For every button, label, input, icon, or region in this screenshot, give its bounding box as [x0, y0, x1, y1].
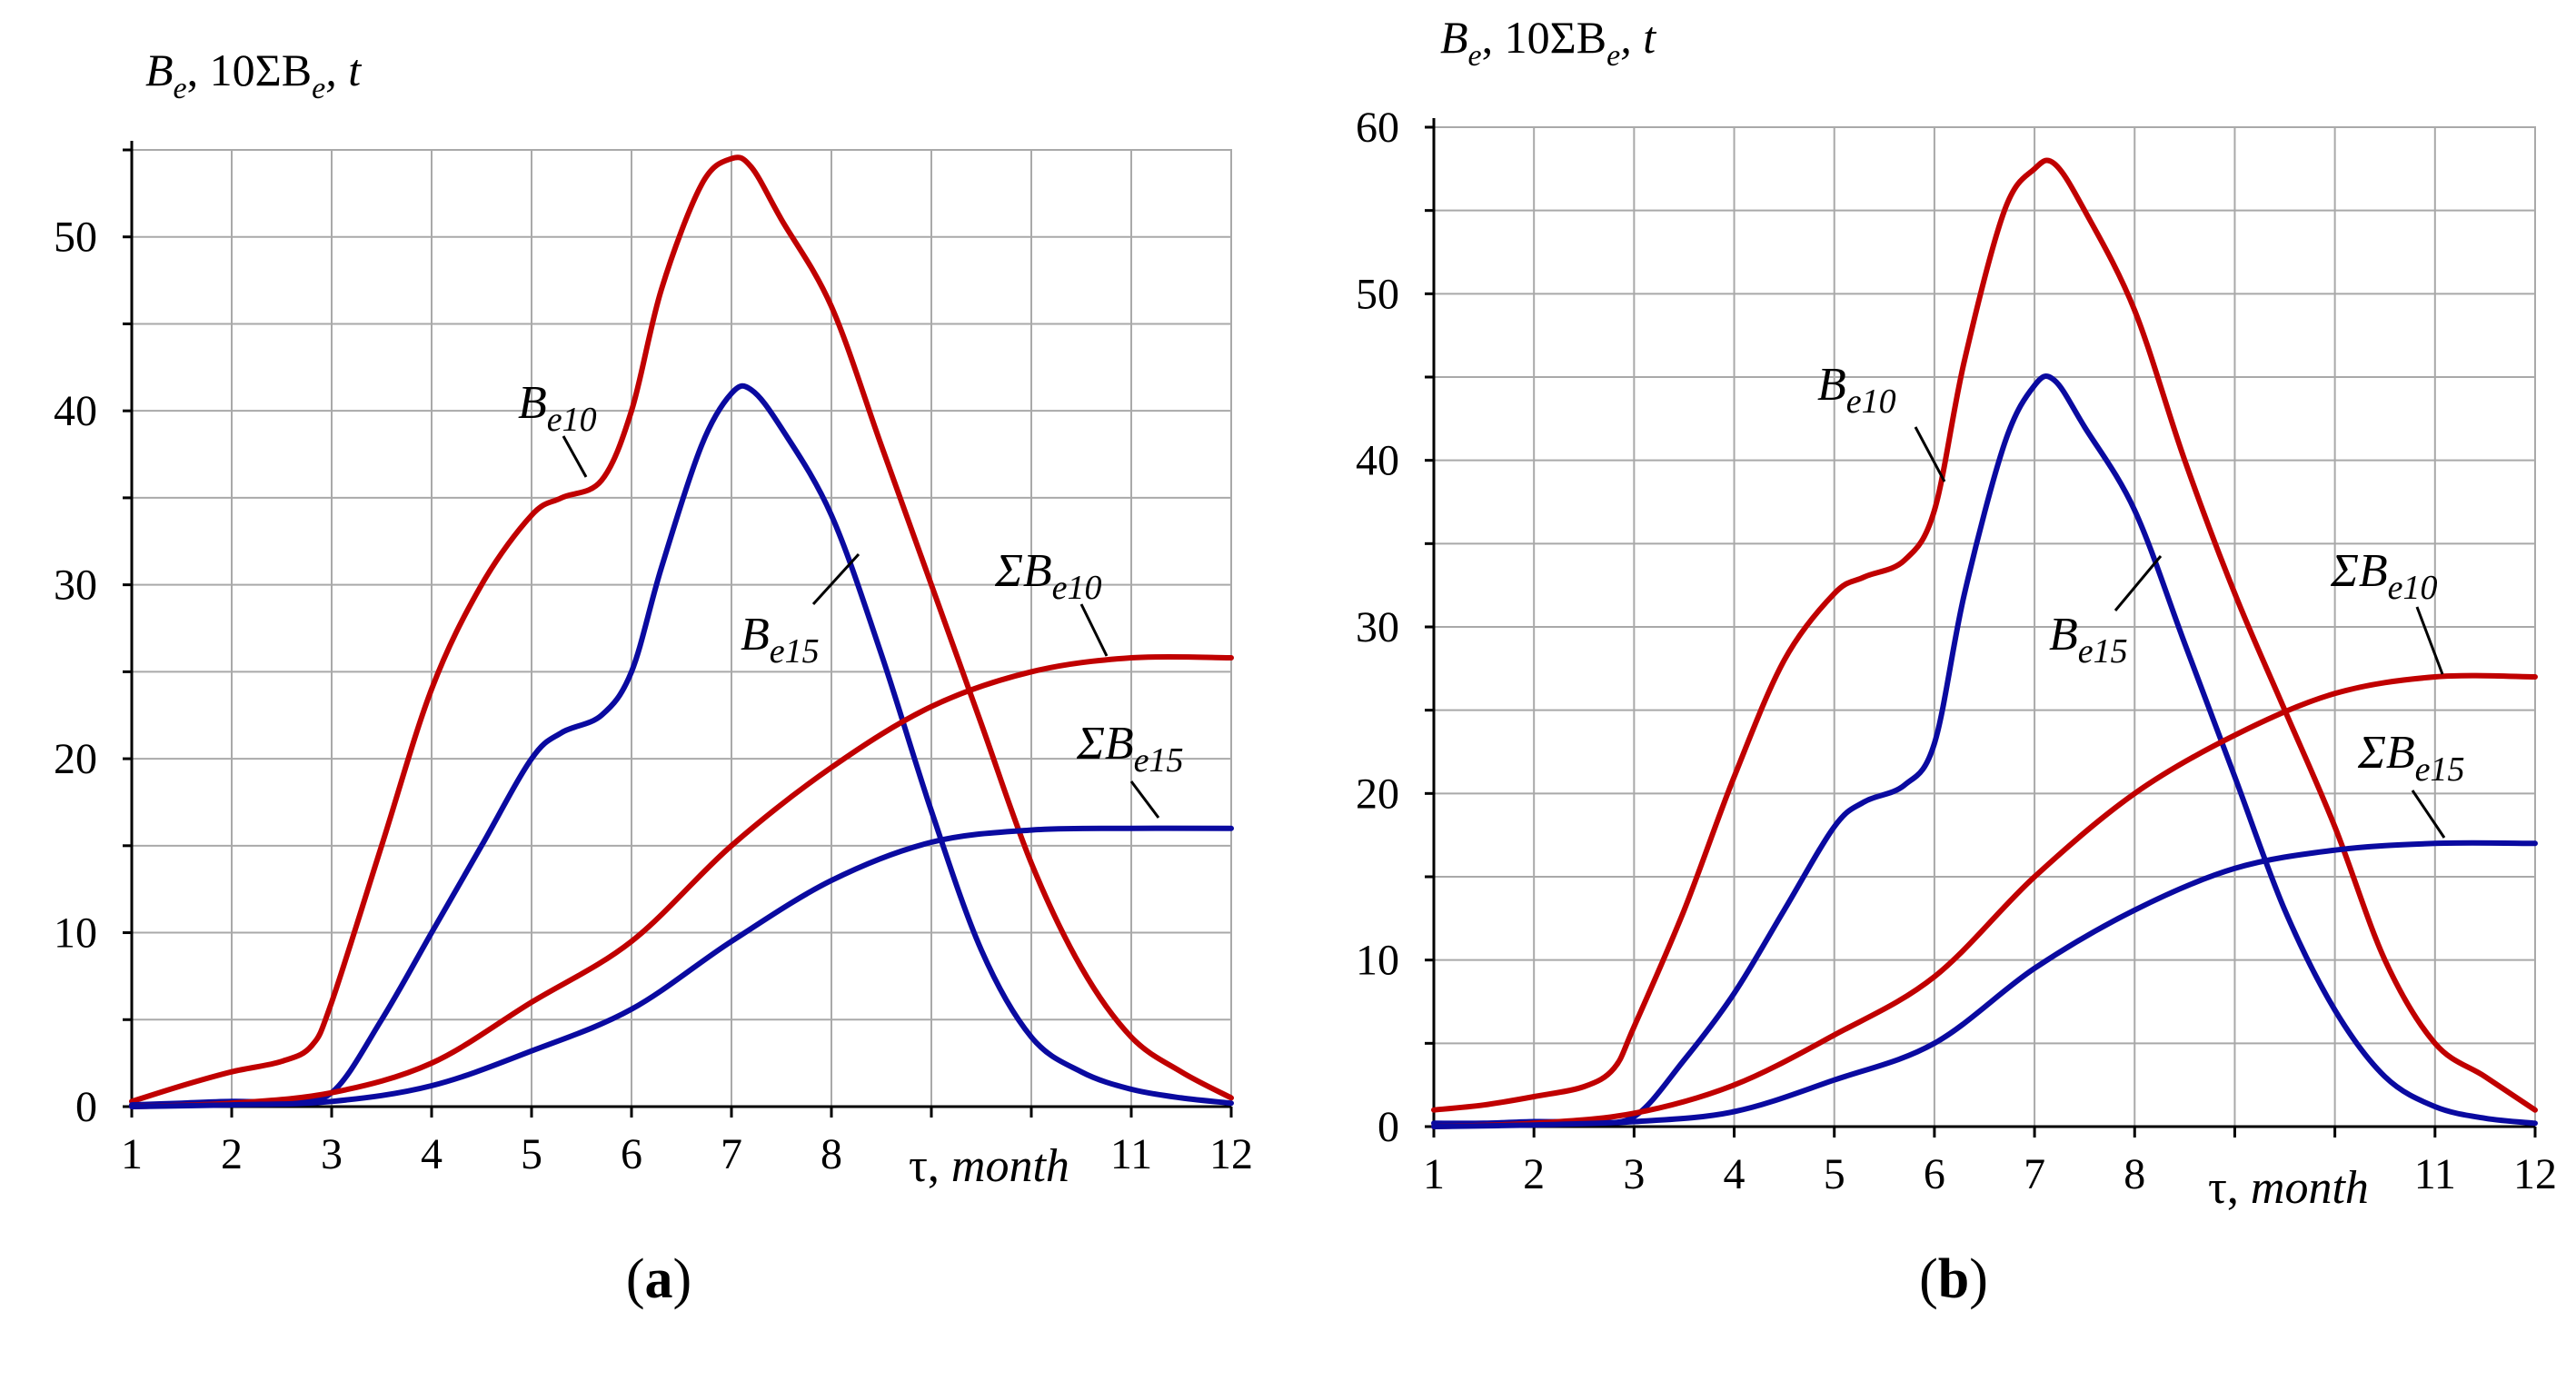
x-tick-label-a-8: 8 [821, 1130, 842, 1178]
series-label-Be10-b: Be10 [1817, 359, 1896, 421]
x-tick-label-a-7: 7 [721, 1130, 742, 1178]
y-tick-label-b-0: 0 [1378, 1103, 1399, 1151]
x-tick-label-a-6: 6 [621, 1130, 642, 1178]
series-line-a-2 [129, 653, 1234, 1109]
x-axis-label-a: τ, month [909, 1140, 1069, 1192]
grid-b [1433, 126, 2536, 1128]
x-tick-label-a-5: 5 [521, 1130, 542, 1178]
series-label-SumBe10-a: ΣBe10 [994, 545, 1102, 607]
series-label-Be15-a: Be15 [741, 609, 820, 671]
panel-label-b: (b) [1919, 1248, 1988, 1310]
series-label-SumBe15-a: ΣBe15 [1076, 718, 1184, 780]
leader-Be10-a [562, 435, 588, 478]
y-axis-label-a: Be, 10ΣBe, t [145, 45, 362, 105]
y-tick-label-b-50: 50 [1356, 270, 1399, 318]
x-tick-label-b-11: 11 [2414, 1150, 2456, 1198]
axes-b [1425, 118, 2537, 1138]
x-tick-label-b-2: 2 [1523, 1150, 1545, 1198]
leader-SumBe10-a [1079, 603, 1109, 657]
panel-label-a: (a) [626, 1248, 691, 1310]
x-axis-label-b: τ, month [2208, 1162, 2369, 1214]
series-line-a-0 [129, 154, 1234, 1105]
leader-Be15-b [2114, 555, 2163, 611]
leader-SumBe10-b [2415, 606, 2444, 675]
y-axis-label-b: Be, 10ΣBe, t [1440, 12, 1656, 73]
series-label-Be10-a: Be10 [518, 377, 597, 439]
series-line-b-1 [1431, 373, 2538, 1127]
plot-frame-a [131, 149, 1232, 1108]
x-tick-label-a-4: 4 [421, 1130, 443, 1178]
x-tick-label-a-12: 12 [1209, 1130, 1253, 1178]
x-tick-label-b-12: 12 [2513, 1150, 2557, 1198]
y-tick-label-a-10: 10 [54, 909, 97, 958]
x-tick-label-a-1: 1 [121, 1130, 143, 1178]
y-tick-label-a-20: 20 [54, 735, 97, 783]
series-line-a-1 [129, 383, 1234, 1108]
x-tick-label-b-6: 6 [1924, 1150, 1945, 1198]
grid-a [131, 149, 1232, 1108]
leader-Be10-b [1914, 426, 1946, 482]
leader-SumBe15-a [1129, 780, 1160, 819]
x-tick-label-b-4: 4 [1724, 1150, 1746, 1198]
y-tick-label-a-40: 40 [54, 387, 97, 435]
series-label-SumBe15-b: ΣBe15 [2357, 727, 2465, 789]
series-line-b-3 [1431, 840, 2538, 1129]
y-tick-label-b-20: 20 [1356, 770, 1399, 818]
y-tick-label-a-30: 30 [54, 561, 97, 610]
y-tick-label-b-40: 40 [1356, 437, 1399, 485]
series-line-b-2 [1431, 672, 2538, 1129]
series-lines-b [1431, 157, 2538, 1129]
x-tick-label-b-3: 3 [1623, 1150, 1645, 1198]
series-line-a-3 [129, 825, 1234, 1109]
x-tick-label-b-7: 7 [2024, 1150, 2045, 1198]
y-tick-label-a-50: 50 [54, 214, 97, 262]
x-tick-label-b-5: 5 [1824, 1150, 1845, 1198]
series-line-b-0 [1431, 157, 2538, 1113]
axes-a [123, 141, 1233, 1118]
x-tick-label-a-11: 11 [1110, 1130, 1152, 1178]
series-label-Be15-b: Be15 [2049, 609, 2128, 671]
x-tick-label-a-3: 3 [321, 1130, 343, 1178]
y-tick-label-b-10: 10 [1356, 937, 1399, 985]
leader-Be15-a [811, 552, 860, 606]
y-tick-label-b-30: 30 [1356, 603, 1399, 651]
x-tick-label-b-8: 8 [2123, 1150, 2145, 1198]
leader-SumBe15-b [2411, 790, 2446, 839]
y-tick-label-b-60: 60 [1356, 104, 1399, 152]
x-tick-label-a-2: 2 [221, 1130, 243, 1178]
y-tick-label-a-0: 0 [75, 1083, 97, 1131]
x-tick-label-b-1: 1 [1423, 1150, 1445, 1198]
series-label-SumBe10-b: ΣBe10 [2330, 545, 2438, 607]
series-lines-a [129, 154, 1234, 1109]
